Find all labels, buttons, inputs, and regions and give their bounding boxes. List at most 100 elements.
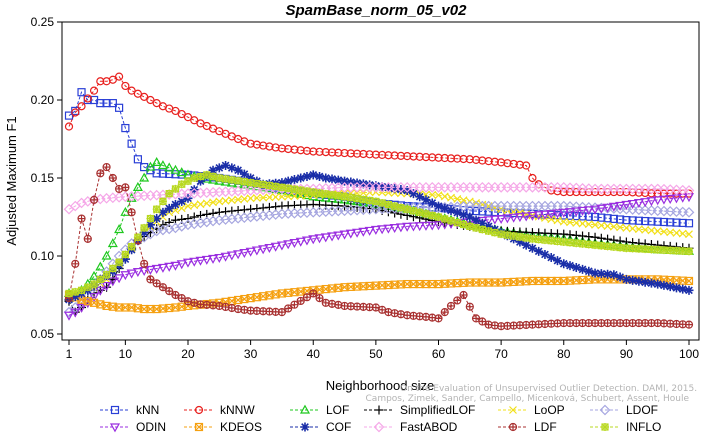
data-point [96,99,105,108]
data-point [427,198,437,208]
data-point [528,173,537,183]
data-point [640,277,650,287]
data-point [415,192,425,202]
legend-marker [509,406,517,414]
y-tick-label: 0.25 [31,15,55,29]
data-point [683,185,695,196]
legend: kNN kNNW LOF SimplifiedLOF LoOP LDOF ODIN KDEOS… [100,403,661,434]
data-point [409,152,418,161]
data-point [527,243,537,253]
data-point [590,187,600,197]
data-point [390,151,399,160]
data-point [276,241,287,251]
data-point [76,197,87,209]
data-point [77,88,86,97]
data-point [89,292,100,302]
legend-marker [300,422,310,432]
data-point [571,207,582,217]
data-point [209,198,217,207]
data-point [652,196,663,206]
data-point [239,248,250,259]
data-point [152,205,161,214]
legend-label: SimplifiedLOF [400,403,475,417]
data-point [578,264,588,274]
data-point [289,238,300,249]
data-point [101,282,112,292]
data-point [434,191,443,200]
data-point [621,200,632,210]
data-point [659,189,669,198]
legend-item-fastabod: FastABOD [364,420,458,434]
data-point [77,214,86,223]
data-point [553,211,562,220]
data-point [514,213,525,223]
data-point [533,211,544,221]
data-point [558,208,569,218]
data-point [672,218,681,227]
plot-frame [61,21,700,341]
data-point [621,274,631,284]
data-point [259,141,268,150]
data-point [70,292,80,302]
data-point [559,187,568,197]
data-point [309,289,318,298]
data-point [96,275,105,284]
data-point [251,246,262,256]
data-point [527,211,538,221]
data-point [609,222,618,231]
data-point [377,225,388,235]
data-point [233,165,243,175]
data-point [433,201,443,211]
data-point [89,195,99,204]
data-point [290,145,299,154]
data-point [665,194,676,205]
data-point [622,216,631,225]
data-point [459,154,468,164]
data-point [214,163,224,173]
data-point [301,190,312,200]
data-point [333,231,344,241]
data-point [515,237,525,247]
legend-label: LDOF [626,403,658,417]
data-point [446,154,456,163]
data-point [158,169,168,178]
data-point [584,220,593,229]
data-point [346,149,355,158]
data-point [440,192,449,201]
data-point [383,207,393,217]
data-point [126,269,137,279]
data-point [646,197,657,207]
data-point [320,233,331,243]
data-point [584,266,594,276]
data-point [327,232,338,242]
data-point [152,279,161,288]
data-point [108,75,117,84]
data-point [115,258,124,267]
data-point [115,103,124,112]
data-point [634,225,643,234]
data-point [596,269,606,279]
legend-marker [373,421,385,433]
data-point [215,197,224,206]
data-point [315,171,325,181]
data-point [616,215,625,224]
data-point [590,232,600,242]
data-point [364,226,375,236]
data-point [164,162,175,172]
data-point [252,194,261,202]
data-point [196,176,206,186]
data-point [634,216,643,225]
data-point [552,256,562,266]
data-point [396,151,406,160]
data-point [76,303,87,313]
data-point [308,170,318,180]
data-point [564,208,576,218]
series-line-ldof [68,205,690,313]
data-point [171,184,180,193]
data-point [565,261,575,271]
data-point [301,236,312,246]
data-point [447,193,455,202]
data-point [602,203,613,213]
data-point [96,77,105,86]
